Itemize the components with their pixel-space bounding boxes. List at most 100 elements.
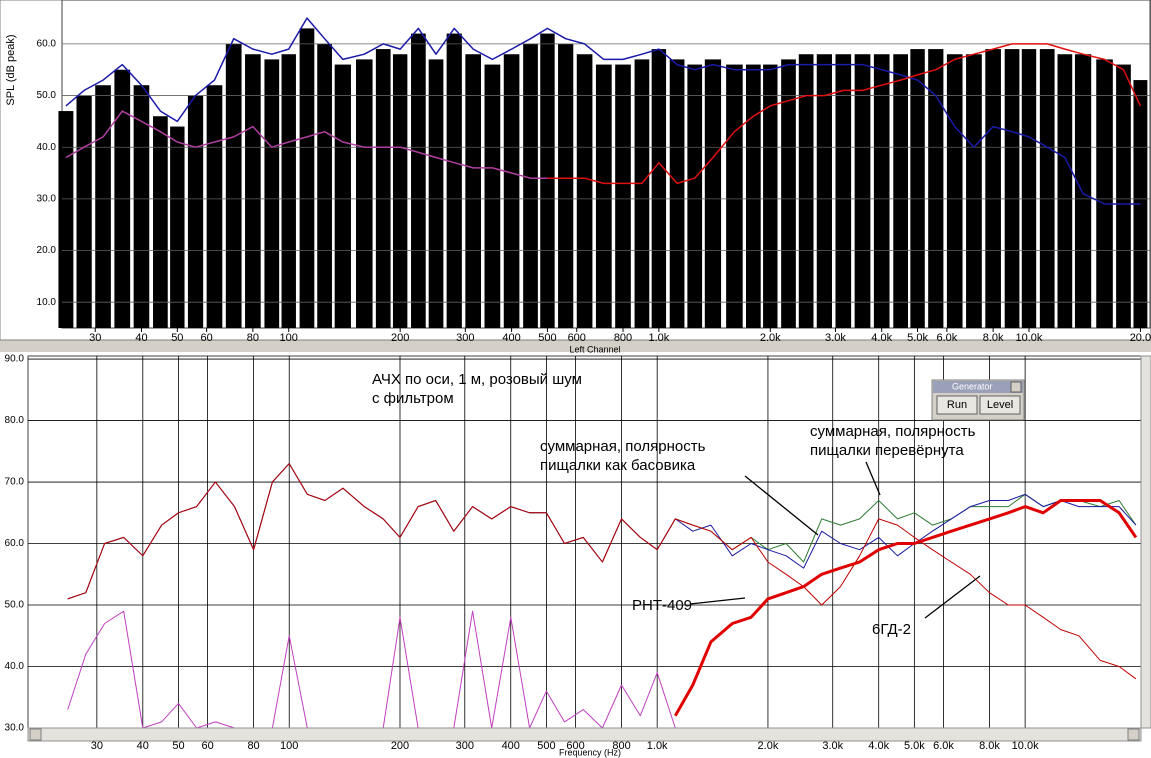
bar	[245, 54, 261, 329]
bar	[334, 64, 351, 329]
bar	[595, 64, 612, 329]
x-tick-label: 100	[280, 740, 298, 752]
x-tick-label: 10.0k	[1016, 332, 1043, 344]
bar	[946, 54, 963, 329]
bar	[687, 64, 703, 329]
bar	[816, 54, 832, 329]
bar	[781, 59, 796, 328]
bar	[411, 33, 426, 329]
arrow	[865, 461, 881, 496]
x-tick-label: 200	[391, 740, 409, 752]
x-tick-label: 40	[135, 332, 147, 344]
y-tick-label: 40.0	[37, 142, 57, 153]
bar	[1116, 64, 1131, 329]
y-tick-label: 90.0	[5, 354, 25, 365]
x-tick-label: 6.0k	[933, 740, 954, 752]
bar	[745, 64, 761, 329]
bar	[446, 33, 462, 329]
bar	[854, 54, 871, 329]
run-button[interactable]	[936, 395, 978, 415]
x-tick-label: 800	[612, 740, 630, 752]
x-tick-label: 2.0k	[760, 332, 781, 344]
bar	[281, 54, 296, 329]
x-tick-label: 20.0	[1130, 332, 1151, 344]
x-tick-label: 8.0k	[979, 740, 1000, 752]
y-tick-label: 70.0	[5, 477, 25, 488]
bar	[503, 54, 520, 329]
annotation: пищалки как басовика	[540, 457, 696, 474]
x-tick-label: 100	[280, 332, 298, 344]
bar	[1133, 80, 1148, 329]
x-tick-label: 4.0k	[871, 332, 892, 344]
annotation: суммарная, полярность	[540, 438, 706, 455]
x-tick-label: 5.0k	[904, 740, 925, 752]
bar	[558, 43, 574, 328]
bar	[1057, 54, 1073, 329]
series-line	[547, 43, 1142, 185]
y-tick-label: 10.0	[37, 297, 57, 308]
bar	[798, 54, 814, 329]
bar	[726, 64, 743, 329]
scroll-left[interactable]	[29, 728, 42, 741]
bar	[187, 95, 204, 328]
button-label: Level	[987, 399, 1013, 411]
bar	[76, 95, 92, 328]
x-tick-label: 600	[566, 740, 584, 752]
series-line	[67, 463, 1137, 680]
bar	[835, 54, 852, 329]
bar	[966, 54, 982, 329]
series-line	[673, 499, 1138, 717]
bar	[1074, 54, 1092, 329]
x-tick-label: 1.0k	[648, 332, 669, 344]
x-axis-title: Left Channel	[569, 344, 620, 354]
bar	[299, 28, 315, 328]
window-title: Generator	[952, 381, 993, 391]
v-scrollbar[interactable]	[1140, 355, 1151, 729]
x-tick-label: 30	[89, 332, 101, 344]
bar	[465, 54, 481, 329]
bar	[1021, 49, 1037, 329]
x-tick-label: 50	[172, 740, 184, 752]
y-tick-label: 60.0	[5, 538, 25, 549]
x-tick-label: 30	[91, 740, 103, 752]
x-tick-label: 80	[247, 740, 259, 752]
annotation-arrows	[689, 461, 981, 619]
bar	[910, 49, 925, 329]
bar	[153, 116, 168, 328]
x-tick-label: 400	[502, 332, 520, 344]
bar	[58, 111, 74, 328]
bar	[375, 49, 391, 329]
annotation: пищалки перевёрнута	[810, 442, 964, 459]
arrow	[744, 475, 819, 536]
window-titlebar	[933, 381, 1023, 393]
bar	[264, 59, 280, 328]
x-tick-label: 5.0k	[907, 332, 928, 344]
bar	[651, 49, 667, 329]
x-tick-label: 50	[171, 332, 183, 344]
x-tick-label: 6.0k	[936, 332, 957, 344]
bar	[484, 64, 501, 329]
x-tick-label: 400	[502, 740, 520, 752]
bar	[615, 64, 631, 329]
y-tick-label: 30.0	[37, 194, 57, 205]
close-button[interactable]	[1010, 381, 1022, 393]
x-tick-label: 60	[201, 332, 213, 344]
bar	[1039, 49, 1055, 329]
bottom-chart: 30.0 40.0 50.0 60.0 70.0 80.0 90.0 30 40 50 60 80 10…	[5, 354, 1141, 757]
y-tick-label: 20.0	[37, 245, 57, 256]
scrollbar[interactable]	[27, 727, 1142, 742]
bar	[873, 54, 890, 329]
scroll-right[interactable]	[1127, 728, 1140, 741]
y-tick-label: 60.0	[37, 39, 57, 50]
bar	[928, 49, 944, 329]
bar	[669, 59, 685, 328]
bar	[893, 54, 908, 329]
bar	[225, 43, 242, 328]
x-tick-label: 500	[537, 740, 555, 752]
bar	[523, 43, 538, 328]
annotation: РНТ-409	[632, 597, 692, 614]
annotation: 6ГД-2	[872, 621, 911, 638]
level-button[interactable]	[979, 395, 1021, 415]
x-tick-label: 4.0k	[868, 740, 889, 752]
